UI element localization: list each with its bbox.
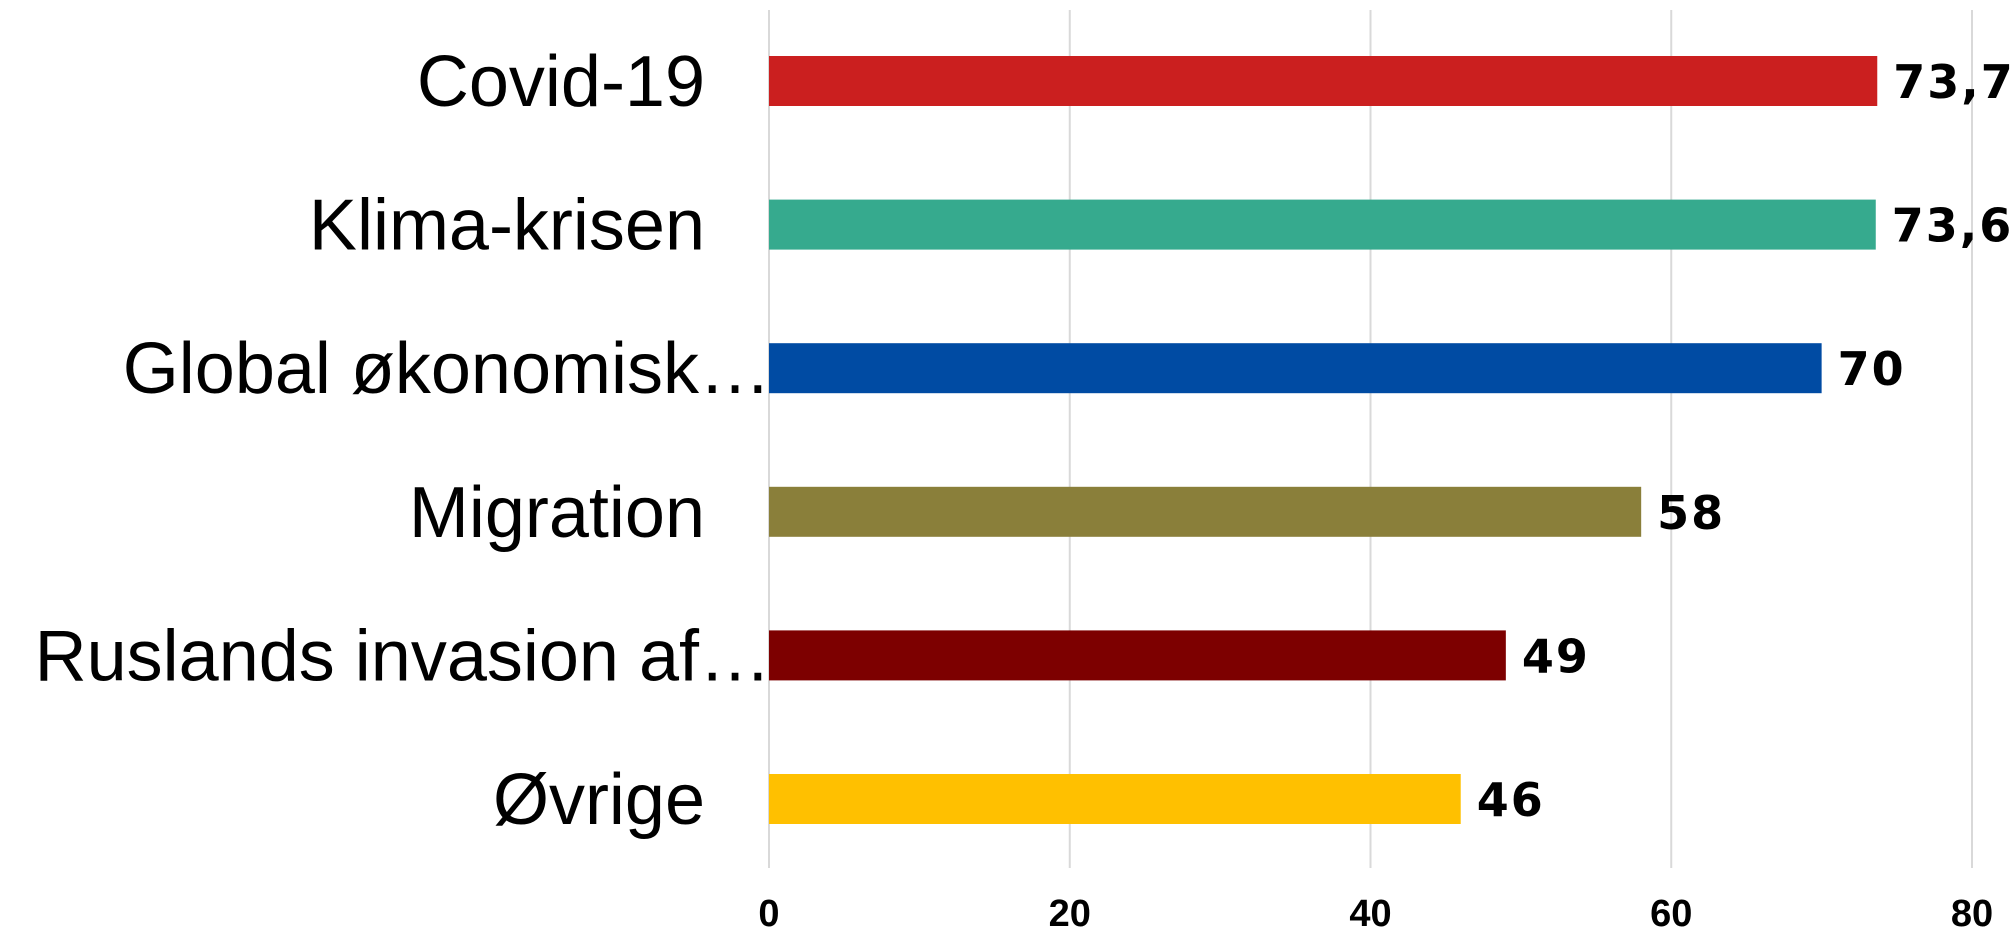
gridlines: [768, 10, 1973, 868]
x-tick-label: 60: [1650, 893, 1692, 935]
bar: [769, 56, 1878, 106]
x-tick-label: 40: [1349, 893, 1391, 935]
value-labels: 73,7 73,6 70 58 49 46: [1477, 55, 2014, 827]
data-label: 70: [1838, 342, 1906, 396]
bars: [769, 56, 1878, 824]
category-labels: Covid-19 Klima-krisen Global økonomisk… Mig…: [35, 42, 771, 840]
category-label: Migration: [409, 473, 705, 553]
x-tick-label: 0: [758, 893, 779, 935]
x-tick-label: 20: [1049, 893, 1091, 935]
bar: [769, 630, 1506, 681]
category-label: Global økonomisk…: [123, 329, 771, 409]
data-label: 73,6: [1892, 199, 2014, 253]
data-label: 73,7: [1893, 55, 2014, 109]
bar: [769, 486, 1642, 537]
x-axis-tick-labels: 0 20 40 60 80: [758, 893, 1993, 935]
bar: [769, 774, 1461, 824]
category-label: Covid-19: [417, 42, 705, 122]
x-tick-label: 80: [1951, 893, 1993, 935]
bar: [769, 343, 1822, 394]
bar: [769, 199, 1876, 250]
category-label: Øvrige: [493, 760, 705, 840]
data-label: 46: [1477, 773, 1545, 827]
category-label: Ruslands invasion af…: [35, 616, 771, 696]
data-label: 49: [1522, 629, 1590, 683]
category-label: Klima-krisen: [309, 186, 705, 266]
data-label: 58: [1657, 486, 1725, 540]
